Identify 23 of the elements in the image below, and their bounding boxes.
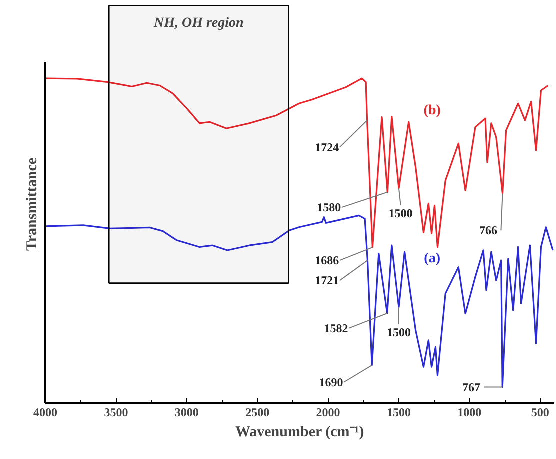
x-axis-title: Wavenumber (cm⁻¹) — [235, 424, 364, 440]
x-tick-label: 2500 — [246, 406, 270, 420]
annotation: 1500 — [386, 326, 411, 340]
x-tick-label: 4000 — [34, 406, 58, 420]
annotation: 1724 — [315, 140, 340, 154]
annotation: 1580 — [317, 200, 342, 215]
annotation: 1721 — [315, 274, 340, 288]
annotation: 1582 — [324, 321, 348, 336]
annotation: 1686 — [315, 254, 340, 268]
x-tick-label: 1500 — [386, 406, 411, 420]
x-tick-label: 3500 — [104, 406, 128, 420]
annotation: 766 — [479, 224, 498, 238]
series-label: (a) — [424, 251, 441, 266]
annotation: 1690 — [319, 375, 344, 390]
annotation: 767 — [462, 380, 481, 394]
band-label: NH, OH region — [152, 16, 244, 31]
x-tick-label: 2000 — [316, 406, 340, 420]
x-tick-label: 500 — [531, 406, 550, 420]
series-label: (b) — [424, 104, 442, 119]
x-tick-label: 3000 — [174, 406, 199, 420]
annotation: 1500 — [388, 206, 413, 220]
y-axis-title: Transmittance — [24, 158, 40, 252]
x-tick-label: 1000 — [458, 406, 482, 420]
